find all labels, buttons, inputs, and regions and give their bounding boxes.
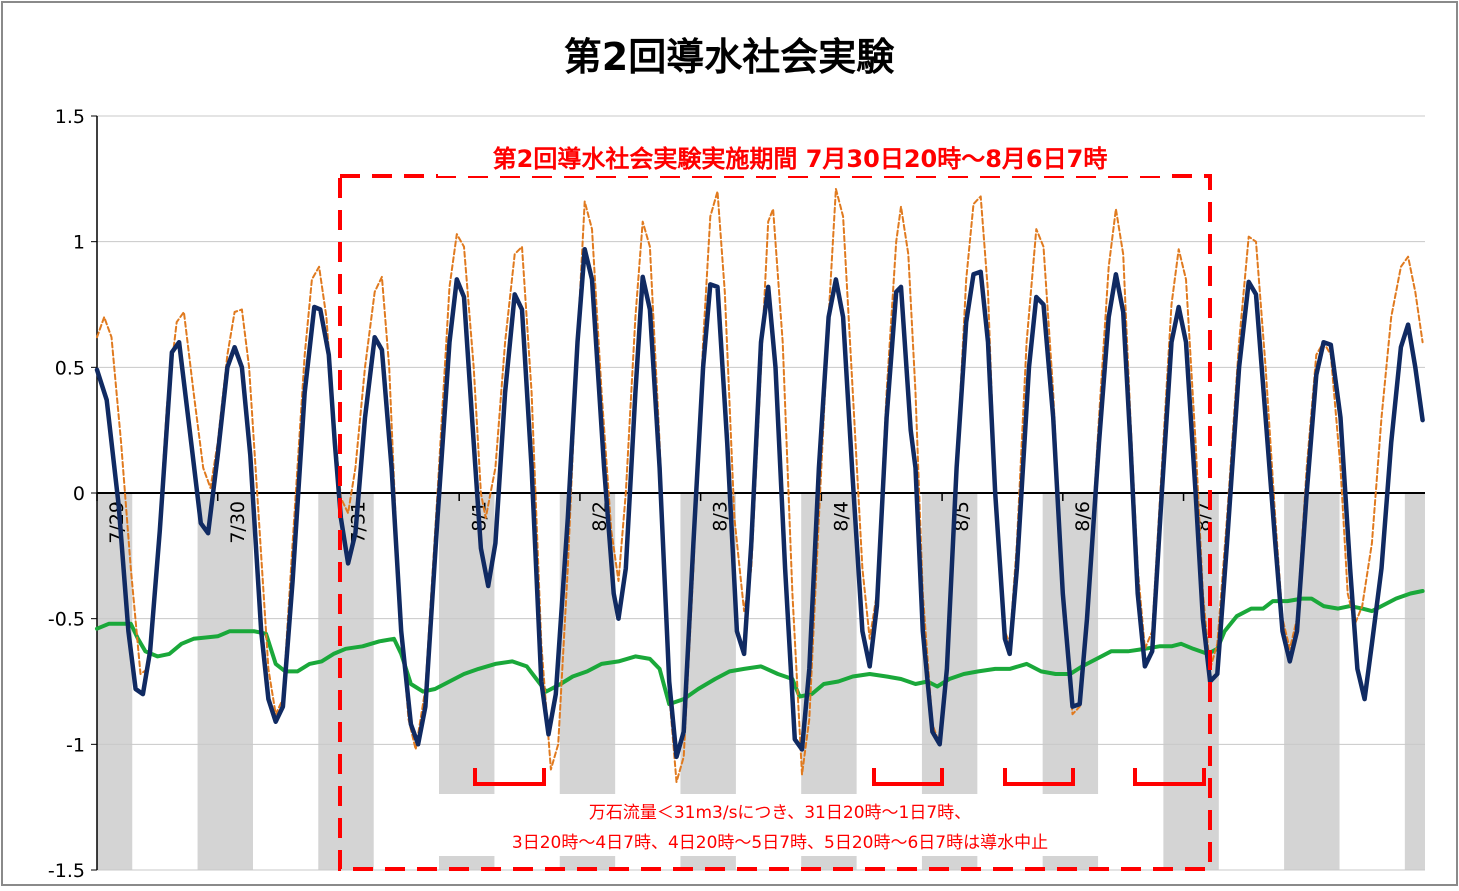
- note-bg: [425, 794, 1135, 856]
- y-tick-label: 0.5: [55, 357, 85, 379]
- y-tick-label: 1.5: [55, 106, 85, 128]
- series-lines: [94, 187, 1425, 783]
- note-line-2: 3日20時〜4日7時、4日20時〜5日7時、5日20時〜6日7時は導水中止: [512, 833, 1048, 853]
- night-band: [97, 493, 133, 870]
- x-tick-label: 8/3: [710, 501, 732, 532]
- x-tick-label: 8/4: [830, 501, 852, 532]
- stop-bracket-4: [1133, 768, 1206, 786]
- y-tick-label: 0: [73, 483, 85, 505]
- y-axis-ticks: 1.5 1 0.5 0 -0.5 -1 -1.5: [48, 106, 97, 882]
- period-label: 第2回導水社会実験実施期間 7月30日20時〜8月6日7時: [493, 145, 1108, 173]
- night-band: [197, 493, 253, 870]
- stop-bracket-1: [473, 768, 546, 786]
- x-tick-label: 8/6: [1072, 501, 1094, 532]
- stop-bracket-2: [872, 768, 944, 786]
- y-tick-label: -1: [66, 734, 85, 756]
- chart-title: 第2回導水社会実験: [564, 35, 895, 79]
- y-tick-label: 1: [73, 232, 85, 254]
- note-line-1: 万石流量＜31m3/sにつき、31日20時〜1日7時、: [589, 803, 971, 823]
- annotations: 第2回導水社会実験実施期間 7月30日20時〜8月6日7時 万石流量＜31m3/…: [338, 140, 1212, 871]
- night-band: [1284, 493, 1340, 870]
- y-tick-label: -1.5: [48, 860, 85, 882]
- y-tick-label: -0.5: [48, 609, 85, 631]
- series-line-1: [94, 246, 1425, 760]
- period-label-bg: [438, 140, 1160, 176]
- x-tick-label: 7/30: [227, 501, 249, 544]
- stop-bracket-3: [1003, 768, 1075, 786]
- x-tick-label: 7/31: [348, 501, 370, 544]
- night-band: [1404, 493, 1425, 870]
